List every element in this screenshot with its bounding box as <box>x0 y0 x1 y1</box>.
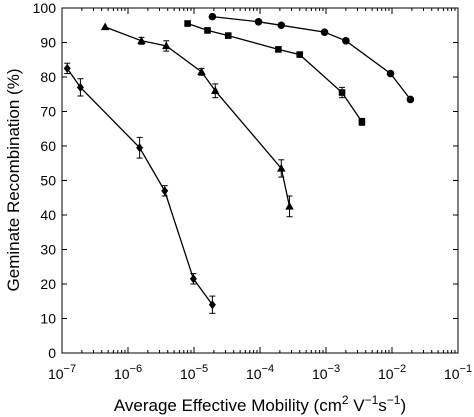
series-circle <box>208 12 415 104</box>
x-tick-label-3: 10−4 <box>246 363 274 382</box>
x-axis: 10−7 10−6 10−5 10−4 10−3 10−2 10−1 <box>48 8 472 382</box>
marker-square-1 <box>204 27 211 34</box>
marker-circle-1 <box>254 18 263 26</box>
x-axis-title-end: ) <box>400 396 406 415</box>
x-tick-base: 10 <box>246 366 262 382</box>
y-tick-label-10: 100 <box>33 0 57 16</box>
y-axis: 0 10 20 30 40 50 60 70 80 90 100 <box>33 0 458 361</box>
series-line-triangle <box>104 26 291 207</box>
x-tick-label-2: 10−5 <box>180 363 208 382</box>
x-tick-base: 10 <box>312 366 328 382</box>
x-tick-base: 10 <box>444 366 460 382</box>
series-line-square <box>187 22 363 123</box>
marker-diamond-3 <box>161 186 169 196</box>
marker-square-2 <box>224 32 232 39</box>
marker-square-5 <box>338 89 346 96</box>
x-tick-exponent: −3 <box>328 363 341 375</box>
series-square <box>184 20 366 126</box>
x-axis-title-sup-3: −1 <box>387 393 401 407</box>
y-tick-label-7: 70 <box>40 104 56 120</box>
marker-triangle-6 <box>285 201 294 210</box>
x-tick-exponent: −1 <box>460 363 473 375</box>
x-tick-label-6: 10−1 <box>444 363 472 382</box>
marker-triangle-1 <box>137 36 146 44</box>
marker-circle-0 <box>208 12 217 21</box>
x-tick-base: 10 <box>378 366 394 382</box>
x-tick-exponent: −7 <box>64 363 77 375</box>
series-diamond <box>63 62 216 314</box>
x-axis-title-mid: V <box>349 396 366 415</box>
y-tick-label-0: 0 <box>48 345 56 361</box>
x-tick-exponent: −5 <box>196 363 209 375</box>
x-axis-title-sup-2: −1 <box>365 393 379 407</box>
series-line-circle <box>212 15 411 100</box>
marker-triangle-5 <box>277 163 286 172</box>
marker-square-3 <box>275 46 282 53</box>
x-tick-base: 10 <box>48 366 64 382</box>
marker-diamond-2 <box>136 143 144 153</box>
y-tick-label-5: 50 <box>40 173 56 189</box>
series-line-diamond <box>66 68 213 306</box>
marker-square-6 <box>358 118 366 126</box>
marker-square-4 <box>296 51 304 58</box>
x-axis-title-s: s <box>378 396 387 415</box>
marker-diamond-4 <box>189 274 197 284</box>
series-triangle <box>100 22 294 218</box>
x-tick-exponent: −2 <box>394 363 407 375</box>
marker-diamond-1 <box>76 82 84 92</box>
x-tick-exponent: −6 <box>130 363 143 375</box>
x-axis-title-main: Average Effective Mobility (cm <box>114 396 342 415</box>
y-tick-label-6: 60 <box>40 138 56 154</box>
y-tick-label-2: 20 <box>40 276 56 292</box>
marker-square-0 <box>184 20 191 27</box>
marker-circle-5 <box>386 69 395 78</box>
x-tick-label-1: 10−6 <box>114 363 142 382</box>
series-layer <box>63 12 415 314</box>
marker-circle-2 <box>277 21 286 30</box>
x-tick-label-4: 10−3 <box>312 363 340 382</box>
x-tick-label-5: 10−2 <box>378 363 406 382</box>
y-tick-label-8: 80 <box>40 69 56 85</box>
marker-diamond-5 <box>208 300 216 310</box>
y-tick-label-1: 10 <box>40 311 56 327</box>
marker-triangle-2 <box>162 41 171 50</box>
y-tick-label-3: 30 <box>40 242 56 258</box>
marker-circle-4 <box>342 36 350 45</box>
x-tick-base: 10 <box>114 366 130 382</box>
y-tick-label-4: 40 <box>40 207 56 223</box>
y-axis-title: Geminate Recombination (%) <box>4 69 23 292</box>
plot-frame <box>61 7 459 354</box>
marker-diamond-0 <box>63 63 71 73</box>
marker-circle-3 <box>320 28 329 36</box>
marker-triangle-4 <box>211 86 220 94</box>
x-tick-exponent: −4 <box>262 363 275 375</box>
x-axis-title: Average Effective Mobility (cm2 V−1s−1) <box>114 393 406 415</box>
marker-triangle-3 <box>197 67 206 76</box>
marker-triangle-0 <box>100 22 110 31</box>
x-axis-title-sup-1: 2 <box>342 393 349 407</box>
marker-circle-6 <box>406 95 415 104</box>
y-tick-label-9: 90 <box>40 35 56 51</box>
x-tick-base: 10 <box>180 366 196 382</box>
x-tick-label-0: 10−7 <box>48 363 76 382</box>
